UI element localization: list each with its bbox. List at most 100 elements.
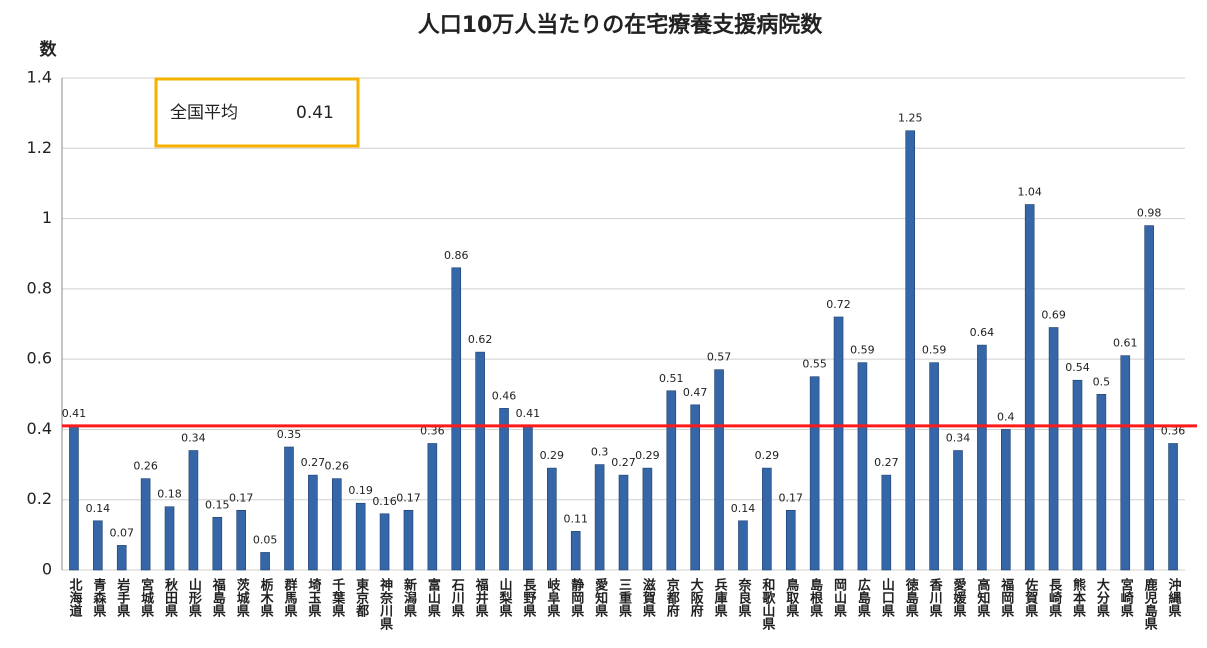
y-tick-label: 0.8	[27, 278, 52, 297]
bar	[475, 351, 485, 571]
bar	[785, 509, 796, 571]
x-tick-label: 愛知県	[592, 577, 608, 618]
value-label: 0.57	[707, 351, 732, 364]
y-tick-label: 1	[42, 208, 52, 227]
value-label: 0.36	[420, 424, 445, 437]
value-label: 0.54	[1065, 361, 1090, 374]
x-tick-label: 新潟県	[401, 577, 417, 618]
value-label: 0.05	[253, 533, 278, 546]
bar	[1168, 443, 1178, 571]
x-tick-label: 栃木県	[258, 577, 275, 618]
value-label: 0.15	[205, 498, 230, 511]
value-label: 0.35	[277, 428, 302, 441]
x-tick-label: 愛媛県	[951, 577, 968, 618]
x-tick-label: 鳥取県	[783, 577, 799, 618]
bar	[809, 376, 820, 571]
x-tick-label: 岐阜県	[544, 577, 560, 618]
x-tick-label: 福井県	[473, 577, 490, 618]
value-label: 1.25	[898, 112, 923, 125]
bar	[212, 516, 223, 571]
bar	[93, 520, 103, 571]
bar	[308, 474, 318, 571]
value-label: 0.59	[850, 344, 875, 357]
bar	[570, 531, 581, 571]
value-label: 0.64	[970, 326, 995, 339]
x-tick-label: 宮城県	[138, 577, 154, 618]
x-tick-label: 京都府	[664, 577, 681, 618]
value-label: 0.17	[396, 491, 421, 504]
value-label: 0.34	[181, 432, 206, 445]
x-tick-label: 神奈川県	[377, 577, 394, 631]
x-tick-label: 三重県	[616, 578, 632, 618]
value-label: 0.4	[997, 410, 1015, 423]
x-tick-label: 香川県	[927, 577, 944, 618]
value-label: 0.14	[731, 502, 756, 515]
bar	[284, 446, 294, 571]
value-label: 0.29	[755, 449, 780, 462]
x-tick-label: 沖縄県	[1166, 577, 1182, 618]
bar	[977, 344, 987, 571]
bar	[857, 362, 868, 571]
bar	[738, 520, 748, 571]
value-label: 0.27	[874, 456, 899, 469]
bar	[666, 390, 677, 571]
x-tick-label: 徳島県	[903, 577, 920, 618]
value-label: 0.98	[1137, 207, 1162, 220]
x-tick-label: 島根県	[807, 577, 823, 618]
bar	[1120, 355, 1131, 571]
x-tick-label: 長野県	[520, 578, 536, 618]
x-tick-label: 滋賀県	[640, 577, 657, 618]
y-tick-label: 0	[42, 560, 52, 579]
value-label: 0.19	[348, 484, 373, 497]
bar	[164, 506, 175, 571]
value-label: 0.61	[1113, 337, 1138, 350]
bar	[499, 408, 509, 571]
x-tick-label: 山口県	[879, 577, 895, 618]
value-label: 0.41	[62, 407, 87, 420]
value-label: 0.26	[325, 460, 350, 473]
value-label: 0.72	[826, 298, 851, 311]
x-tick-label: 奈良県	[735, 577, 752, 618]
bar	[881, 474, 892, 571]
bar	[236, 509, 247, 571]
average-value: 0.41	[296, 103, 334, 123]
bar	[379, 513, 390, 571]
y-tick-label: 0.2	[27, 489, 52, 508]
value-label: 0.3	[591, 446, 609, 459]
value-label: 0.14	[86, 502, 111, 515]
bar	[833, 316, 844, 571]
value-label: 0.47	[683, 386, 708, 399]
x-tick-label: 岡山県	[831, 578, 847, 618]
average-label: 全国平均	[170, 103, 238, 123]
x-tick-label: 大分県	[1094, 577, 1110, 618]
bar	[1096, 393, 1107, 571]
value-label: 0.29	[540, 449, 565, 462]
bar	[1000, 429, 1011, 571]
value-label: 0.16	[372, 495, 397, 508]
bar	[260, 552, 270, 571]
bar	[594, 464, 605, 571]
value-label: 0.17	[779, 491, 804, 504]
x-tick-label: 富山県	[425, 577, 441, 618]
bar	[953, 450, 963, 571]
chart-title: 人口10万人当たりの在宅療養支援病院数	[418, 12, 824, 38]
x-tick-label: 茨城県	[234, 577, 250, 618]
bar	[451, 267, 462, 571]
bar	[547, 467, 557, 571]
x-tick-label: 佐賀県	[1022, 577, 1039, 618]
x-tick-label: 福島県	[210, 577, 227, 618]
x-tick-label: 青森県	[90, 577, 106, 618]
bar	[403, 509, 414, 571]
bar	[714, 369, 724, 571]
y-tick-label: 0.4	[27, 419, 52, 438]
value-label: 0.41	[516, 407, 541, 420]
x-tick-label: 鹿児島県	[1142, 577, 1159, 631]
value-label: 0.27	[301, 456, 326, 469]
value-label: 0.34	[946, 432, 971, 445]
x-tick-label: 山梨県	[497, 577, 514, 618]
x-tick-label: 高知県	[974, 577, 990, 618]
x-tick-label: 和歌山県	[759, 577, 775, 631]
x-tick-label: 岩手県	[114, 577, 131, 618]
x-tick-label: 宮崎県	[1118, 577, 1134, 618]
